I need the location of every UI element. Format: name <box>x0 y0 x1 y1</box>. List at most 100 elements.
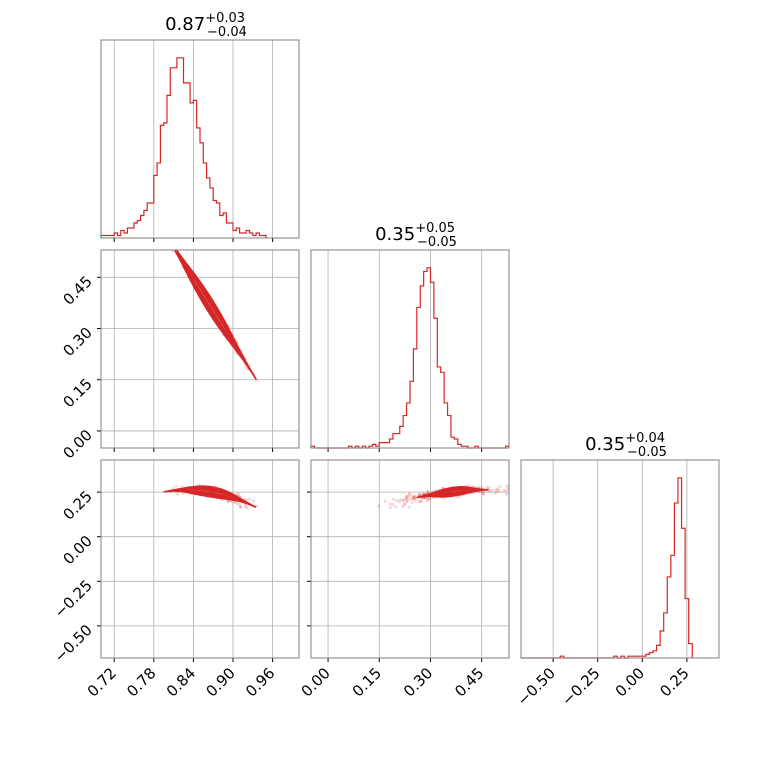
sample-point <box>171 250 175 253</box>
pair-body <box>171 250 259 382</box>
sample-point <box>405 495 409 499</box>
sample-point <box>457 495 461 499</box>
sample-point <box>502 489 506 493</box>
sample-point <box>412 496 416 500</box>
y-tick-label: 0.00 <box>59 532 95 568</box>
histogram-step <box>310 267 510 449</box>
sample-point <box>425 498 429 503</box>
sample-point <box>478 485 482 489</box>
sample-point <box>397 500 401 504</box>
title-minus: −0.04 <box>207 25 247 40</box>
y-tick-label: −0.25 <box>51 576 96 621</box>
sample-point <box>498 484 502 489</box>
panel-frame <box>310 249 510 449</box>
panel-frame <box>310 459 510 659</box>
sample-point <box>404 495 408 500</box>
sample-point <box>418 492 422 496</box>
sample-point <box>229 499 233 504</box>
sample-point <box>485 485 489 489</box>
panel-title: 0.35+0.04 −0.05 <box>585 431 667 460</box>
sample-point <box>487 489 492 493</box>
sample-point <box>496 487 500 491</box>
sample-point <box>482 492 486 496</box>
sample-point <box>247 497 251 501</box>
sample-point <box>506 487 509 491</box>
contour-level <box>174 250 257 380</box>
histogram-step <box>100 57 267 238</box>
x-tick-label: 0.96 <box>242 664 278 700</box>
sample-point <box>428 496 432 500</box>
sample-point <box>412 495 416 499</box>
x-tick-label: 0.15 <box>349 664 385 700</box>
sample-point <box>513 490 516 493</box>
contour-level <box>416 488 489 499</box>
sample-point <box>413 494 417 498</box>
sample-point <box>388 505 392 510</box>
sample-point <box>407 491 412 496</box>
title-value: 0.87 <box>165 14 205 35</box>
contour-level <box>173 250 250 369</box>
sample-point <box>404 497 408 501</box>
x-tick-label: −0.50 <box>514 664 559 709</box>
histogram-panel-3: 0.35+0.04 −0.05 −0.50 −0.25 0.00 0.25 <box>514 431 720 709</box>
contour-level <box>174 250 246 362</box>
y-tick-label: 0.00 <box>59 426 95 462</box>
x-tick-label: 0.30 <box>400 664 436 700</box>
panel-frame <box>520 459 720 659</box>
panel-frame <box>100 249 300 449</box>
sample-point <box>425 490 429 494</box>
sample-point <box>377 504 381 508</box>
sample-point <box>401 498 405 502</box>
pair-panel-1-2: 0.00 0.15 0.30 0.45 <box>59 249 300 462</box>
sample-point <box>235 502 240 506</box>
sample-point <box>407 505 411 510</box>
sample-point <box>466 483 471 487</box>
sample-point <box>481 492 485 496</box>
sample-point <box>427 498 431 502</box>
sample-point <box>394 505 398 509</box>
sample-point <box>412 495 416 500</box>
sample-point <box>180 484 184 489</box>
sample-point <box>407 497 411 501</box>
sample-point <box>254 378 259 382</box>
x-tick-label: 0.00 <box>612 664 648 700</box>
x-tick-label: 0.25 <box>656 664 692 700</box>
sample-point <box>426 489 430 494</box>
sample-point <box>401 504 405 509</box>
sample-point <box>493 491 497 495</box>
sample-point <box>238 505 242 510</box>
sample-point <box>403 502 407 506</box>
y-tick-label: 0.25 <box>59 487 95 523</box>
y-tick-label: 0.15 <box>59 375 95 411</box>
sample-point <box>505 484 509 488</box>
sample-point <box>417 499 421 504</box>
panel-frame <box>100 459 300 659</box>
sample-point <box>490 488 494 492</box>
pair-panel-2-3: 0.00 0.15 0.30 0.45 <box>298 459 518 700</box>
title-value: 0.35 <box>585 434 625 455</box>
sample-point <box>413 498 418 502</box>
contour-level <box>173 250 253 373</box>
panel-frame <box>100 39 300 239</box>
sample-point <box>233 500 237 504</box>
contour-level <box>163 488 257 509</box>
contour-level <box>168 487 252 506</box>
sample-point <box>515 490 518 493</box>
sample-point <box>244 505 248 509</box>
y-tick-label: −0.50 <box>51 621 96 666</box>
sample-point <box>402 502 406 507</box>
pair-body <box>377 483 518 510</box>
contour-level <box>170 486 250 505</box>
title-plus: +0.03 <box>205 11 245 26</box>
title-plus: +0.04 <box>625 431 665 446</box>
histogram-panel-1: 0.87+0.03 −0.04 <box>100 11 300 242</box>
title-minus: −0.05 <box>417 235 457 250</box>
sample-point <box>407 493 412 497</box>
sample-point <box>420 499 424 503</box>
sample-point <box>497 489 502 493</box>
sample-point <box>413 496 417 501</box>
sample-point <box>226 499 230 504</box>
pair-panel-1-3: −0.50−0.25 0.00 0.25 0.72 0.78 0.84 0.90 0.96 <box>51 459 300 700</box>
sample-point <box>504 492 509 496</box>
